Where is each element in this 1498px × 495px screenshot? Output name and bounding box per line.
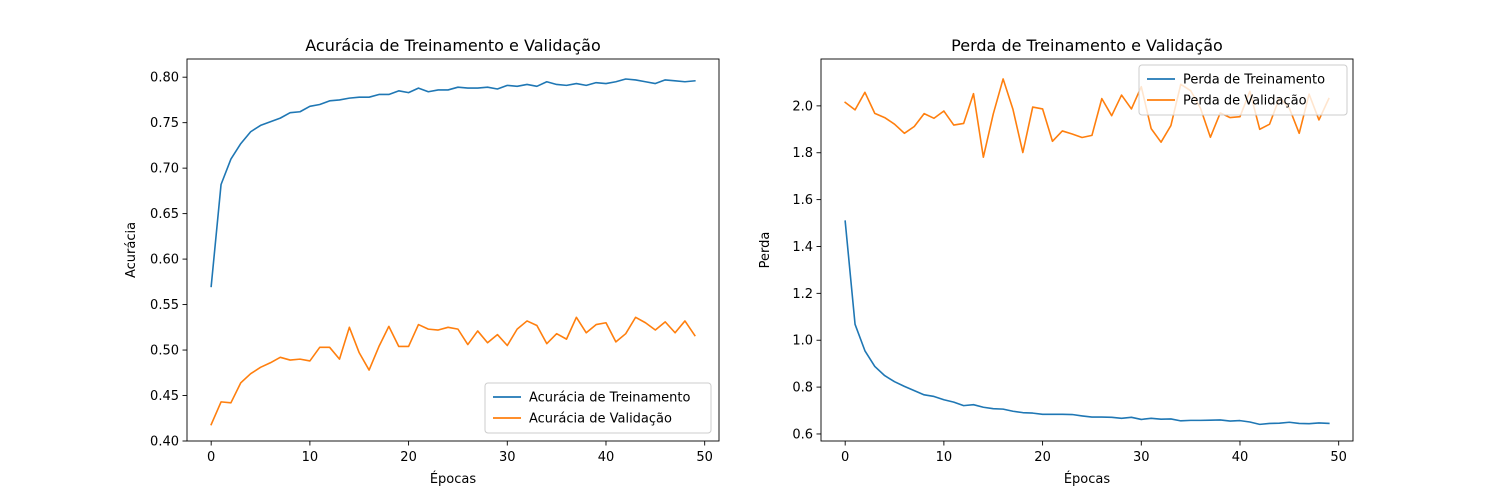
accuracy-legend-label-0: Acurácia de Treinamento [529,391,691,406]
accuracy-y-tick-label: 0.80 [150,71,179,86]
accuracy-y-tick-label: 0.65 [150,207,179,222]
accuracy-y-tick-label: 0.40 [150,435,179,450]
loss-chart: Perda de Treinamento e Validação Épocas … [758,36,1354,487]
accuracy-series-line-1 [210,316,696,426]
accuracy-legend-label-1: Acurácia de Validação [529,412,672,427]
accuracy-chart: Acurácia de Treinamento e Validação Époc… [124,36,720,487]
loss-series-line-0 [844,220,1330,426]
accuracy-series-line-0 [210,78,696,288]
loss-x-tick-label: 50 [1330,450,1347,465]
accuracy-x-tick-label: 20 [400,450,417,465]
loss-y-tick-label: 0.8 [792,381,813,396]
loss-y-tick-label: 0.6 [792,427,813,442]
accuracy-y-tick-label: 0.45 [150,389,179,404]
accuracy-x-tick-label: 40 [598,450,615,465]
loss-x-tick-label: 0 [841,450,849,465]
accuracy-x-tick-label: 30 [499,450,516,465]
loss-legend-label-1: Perda de Validação [1183,94,1307,109]
loss-x-tick-label: 10 [936,450,953,465]
accuracy-y-tick-label: 0.60 [150,253,179,268]
accuracy-x-axis-label: Épocas [430,471,477,487]
loss-legend: Perda de Treinamento Perda de Validação [1138,64,1348,116]
loss-legend-label-0: Perda de Treinamento [1183,73,1325,88]
loss-y-tick-label: 1.6 [792,193,813,208]
accuracy-x-tick-label: 0 [207,450,215,465]
loss-y-tick-label: 1.4 [792,240,813,255]
loss-axes-frame [820,58,1354,442]
loss-y-tick-label: 2.0 [792,99,813,114]
accuracy-legend-box [484,382,712,434]
accuracy-plot-marks: 0 10 20 30 40 50 0.40 0.45 0.50 0.55 0.60 0.65 0.70 0… [150,58,720,465]
accuracy-y-tick-label: 0.70 [150,162,179,177]
loss-y-tick-label: 1.0 [792,334,813,349]
loss-plot-marks: 0 10 20 30 40 50 0.6 0.8 1.0 1.2 1.4 1.6 1.8 2.0 [792,58,1354,465]
accuracy-x-tick-label: 50 [696,450,713,465]
loss-x-axis-label: Épocas [1064,471,1111,487]
accuracy-y-tick-label: 0.55 [150,298,179,313]
accuracy-x-tick-label: 10 [302,450,319,465]
accuracy-axes-frame [186,58,720,442]
loss-legend-box [1138,64,1348,116]
loss-x-tick-label: 40 [1232,450,1249,465]
loss-x-tick-label: 30 [1133,450,1150,465]
accuracy-legend: Acurácia de Treinamento Acurácia de Valid… [484,382,712,434]
accuracy-y-axis-label: Acurácia [124,222,139,278]
accuracy-y-tick-label: 0.50 [150,344,179,359]
accuracy-y-tick-label: 0.75 [150,116,179,131]
loss-x-tick-label: 20 [1034,450,1051,465]
loss-chart-title: Perda de Treinamento e Validação [951,36,1223,55]
loss-y-tick-label: 1.8 [792,146,813,161]
loss-y-tick-label: 1.2 [792,287,813,302]
loss-y-axis-label: Perda [758,232,773,269]
accuracy-chart-title: Acurácia de Treinamento e Validação [305,36,600,55]
